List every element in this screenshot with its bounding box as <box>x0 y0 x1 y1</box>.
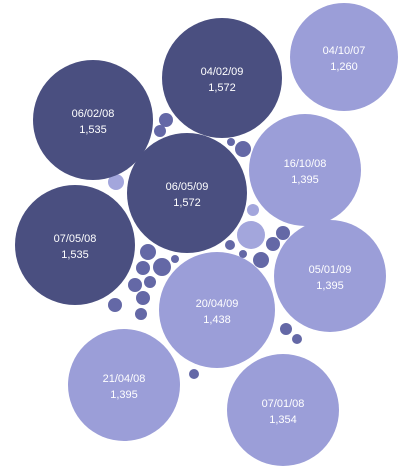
bubble[interactable]: 07/01/08 1,354 <box>227 354 339 466</box>
small-bubble <box>154 125 166 137</box>
small-bubble <box>159 113 173 127</box>
bubble-date-label: 04/02/09 <box>201 66 244 78</box>
bubble-date-label: 05/01/09 <box>309 264 352 276</box>
bubble-date-label: 21/04/08 <box>103 373 146 385</box>
small-bubble <box>237 221 265 249</box>
small-bubble <box>171 255 179 263</box>
bubble-value-label: 1,395 <box>291 174 319 186</box>
bubble-value-label: 1,395 <box>110 389 138 401</box>
bubble-circle[interactable] <box>290 3 398 111</box>
small-bubble <box>144 276 156 288</box>
bubble[interactable]: 07/05/08 1,535 <box>15 185 135 305</box>
small-bubble <box>128 278 142 292</box>
small-bubble <box>227 138 235 146</box>
bubble[interactable]: 04/10/07 1,260 <box>290 3 398 111</box>
bubble-date-label: 07/01/08 <box>262 398 305 410</box>
bubble[interactable]: 05/01/09 1,395 <box>274 220 386 332</box>
small-bubble <box>292 334 302 344</box>
bubble-circle[interactable] <box>249 114 361 226</box>
bubble[interactable]: 21/04/08 1,395 <box>68 329 180 441</box>
small-bubble <box>136 261 150 275</box>
small-bubble <box>276 226 290 240</box>
bubble[interactable]: 06/02/08 1,535 <box>33 60 153 180</box>
small-bubble <box>140 244 156 260</box>
bubble-value-label: 1,535 <box>79 124 107 136</box>
bubble[interactable]: 04/02/09 1,572 <box>162 18 282 138</box>
bubble-date-label: 04/10/07 <box>323 45 366 57</box>
small-bubble <box>225 240 235 250</box>
bubble-date-label: 06/05/09 <box>166 181 209 193</box>
bubble-date-label: 06/02/08 <box>72 108 115 120</box>
small-bubble <box>280 323 292 335</box>
small-bubble <box>239 250 247 258</box>
bubble[interactable]: 06/05/09 1,572 <box>127 133 247 253</box>
small-bubble <box>108 174 124 190</box>
bubble-value-label: 1,395 <box>316 280 344 292</box>
bubble-date-label: 16/10/08 <box>284 158 327 170</box>
small-bubble <box>266 237 280 251</box>
bubble-circle[interactable] <box>274 220 386 332</box>
bubble-circle[interactable] <box>15 185 135 305</box>
small-bubble <box>136 291 150 305</box>
bubble-circle[interactable] <box>159 252 275 368</box>
small-bubble <box>253 252 269 268</box>
small-bubble <box>189 369 199 379</box>
bubble-value-label: 1,572 <box>173 197 201 209</box>
bubble[interactable]: 16/10/08 1,395 <box>249 114 361 226</box>
bubble-value-label: 1,260 <box>330 61 358 73</box>
small-bubble <box>108 298 122 312</box>
bubble-date-label: 07/05/08 <box>54 233 97 245</box>
bubble[interactable]: 20/04/09 1,438 <box>159 252 275 368</box>
small-bubble <box>153 258 171 276</box>
small-bubble <box>135 308 147 320</box>
bubble-circle[interactable] <box>127 133 247 253</box>
small-bubble <box>235 141 251 157</box>
bubble-circle[interactable] <box>227 354 339 466</box>
bubble-date-label: 20/04/09 <box>196 298 239 310</box>
bubble-value-label: 1,535 <box>61 249 89 261</box>
bubble-value-label: 1,354 <box>269 414 297 426</box>
bubble-value-label: 1,572 <box>208 82 236 94</box>
bubble-circle[interactable] <box>162 18 282 138</box>
bubble-value-label: 1,438 <box>203 314 231 326</box>
bubble-circle[interactable] <box>68 329 180 441</box>
small-bubble <box>247 204 259 216</box>
bubble-circle[interactable] <box>33 60 153 180</box>
